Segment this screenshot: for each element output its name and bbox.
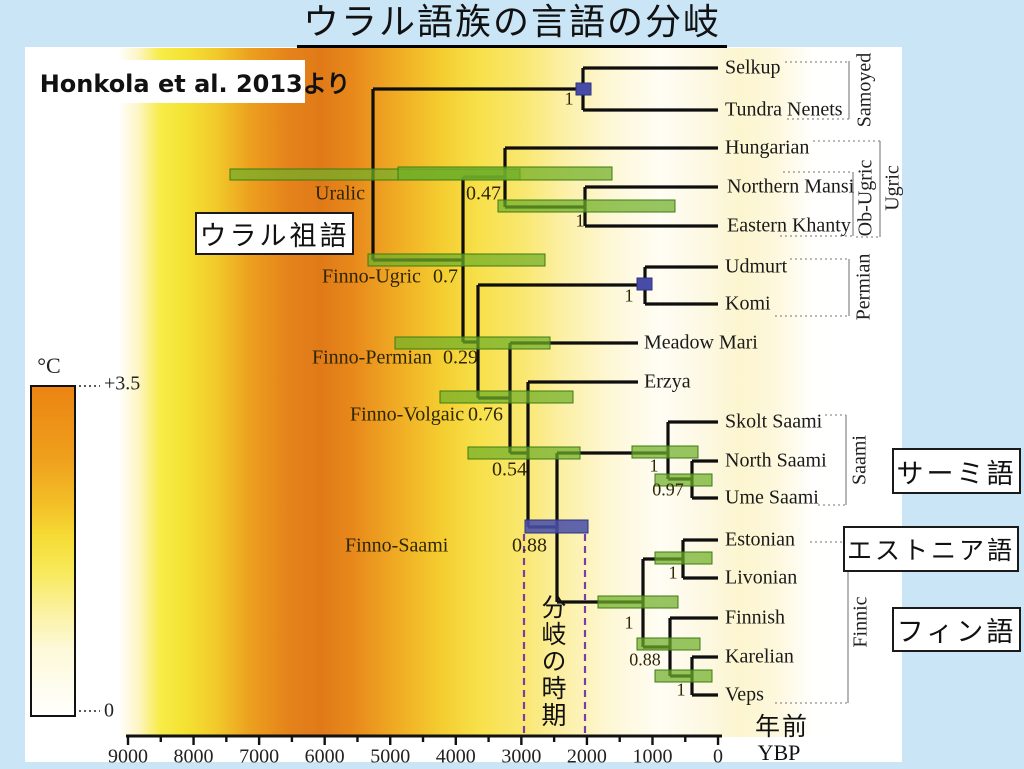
posterior-probability-label: 1 bbox=[564, 88, 574, 109]
node-label: 0.29 bbox=[443, 346, 478, 369]
temperature-colorbar bbox=[30, 385, 76, 717]
leaf-label: Meadow Mari bbox=[644, 331, 758, 354]
node-label: 0.88 bbox=[512, 534, 547, 557]
node-label: Finno-Volgaic bbox=[350, 403, 465, 426]
axis-tick-label: 1000 bbox=[632, 745, 673, 768]
clade-label: Ob-Ugric bbox=[854, 159, 877, 237]
leaf-label: Karelian bbox=[725, 645, 794, 668]
posterior-probability-label: 0.88 bbox=[629, 649, 661, 670]
clade-label: Finnic bbox=[849, 596, 872, 648]
leaf-label: Northern Mansi bbox=[727, 175, 855, 198]
hpd-credibility-bar bbox=[654, 669, 713, 683]
hpd-credibility-bar bbox=[394, 336, 551, 350]
leaf-label: Hungarian bbox=[725, 136, 810, 159]
leaf-label: Skolt Saami bbox=[725, 410, 823, 433]
divergence-period-label: 分岐の時期 bbox=[538, 594, 567, 729]
posterior-probability-label: 1 bbox=[676, 679, 686, 700]
axis-tick-label: 2000 bbox=[566, 745, 607, 768]
axis-tick-label: 5000 bbox=[370, 745, 411, 768]
calibration-node-marker bbox=[575, 82, 592, 96]
estonian-annotation-box: エストニア語 bbox=[843, 526, 1019, 572]
node-label: Finno-Saami bbox=[345, 534, 449, 557]
node-label: 0.7 bbox=[433, 265, 458, 288]
source-credit: Honkola et al. 2013より bbox=[40, 60, 350, 103]
leaf-label: Livonian bbox=[725, 566, 798, 589]
axis-tick-label: 7000 bbox=[239, 745, 280, 768]
leaf-label: Tundra Nenets bbox=[725, 98, 843, 121]
hpd-credibility-bar bbox=[397, 166, 613, 181]
axis-tick-label: 4000 bbox=[435, 745, 476, 768]
leaf-label: Erzya bbox=[644, 370, 691, 393]
leaf-label: Finnish bbox=[725, 606, 786, 629]
posterior-probability-label: 1 bbox=[575, 210, 585, 231]
node-label: 0.54 bbox=[492, 458, 527, 481]
clade-label: Samoyed bbox=[853, 52, 876, 128]
years-before-label: 年前 bbox=[754, 712, 810, 741]
posterior-probability-label: 1 bbox=[624, 612, 634, 633]
node-label: Finno-Ugric bbox=[322, 265, 421, 288]
posterior-probability-label: 0.97 bbox=[652, 479, 684, 500]
leaf-label: Eastern Khanty bbox=[727, 214, 851, 237]
hpd-credibility-bar bbox=[597, 595, 679, 609]
hpd-credibility-bar bbox=[654, 551, 713, 565]
node-label: Finno-Permian bbox=[312, 346, 432, 369]
axis-tick-label: 3000 bbox=[501, 745, 542, 768]
finnic-annotation-box: フィン語 bbox=[892, 607, 1021, 652]
leaf-label: Estonian bbox=[725, 528, 795, 551]
page-title: ウラル語族の言語の分岐 bbox=[296, 3, 727, 48]
posterior-probability-label: 1 bbox=[649, 455, 659, 476]
hpd-credibility-bar bbox=[497, 199, 676, 213]
hpd-credibility-bar bbox=[524, 519, 589, 534]
hpd-credibility-bar bbox=[636, 637, 701, 651]
leaf-label: North Saami bbox=[725, 449, 827, 472]
clade-label: Saami bbox=[848, 435, 871, 485]
posterior-probability-label: 1 bbox=[668, 562, 678, 583]
ybp-axis-label: YBP bbox=[757, 740, 801, 765]
colorbar-min-label: 0 bbox=[104, 699, 114, 722]
leaf-label: Komi bbox=[725, 292, 771, 315]
axis-tick-label: 6000 bbox=[304, 745, 345, 768]
axis-tick-label: 0 bbox=[713, 745, 724, 768]
calibration-node-marker bbox=[636, 277, 653, 291]
node-label: 0.47 bbox=[466, 182, 501, 205]
node-label: 0.76 bbox=[468, 403, 503, 426]
axis-tick-label: 8000 bbox=[173, 745, 214, 768]
hpd-credibility-bar bbox=[467, 446, 581, 460]
hpd-credibility-bar bbox=[367, 253, 546, 267]
saami-annotation-box: サーミ語 bbox=[892, 448, 1021, 494]
proto-uralic-annotation-box: ウラル祖語 bbox=[195, 212, 354, 255]
leaf-label: Veps bbox=[725, 683, 764, 706]
title-bar: ウラル語族の言語の分岐 bbox=[0, 3, 1024, 48]
leaf-label: Ume Saami bbox=[725, 486, 819, 509]
posterior-probability-label: 1 bbox=[624, 285, 634, 306]
colorbar-unit-label: °C bbox=[37, 353, 61, 378]
axis-tick-label: 9000 bbox=[108, 745, 148, 768]
colorbar-max-label: +3.5 bbox=[104, 372, 141, 395]
clade-label: Ugric bbox=[881, 165, 904, 211]
hpd-credibility-bar bbox=[654, 473, 713, 487]
leaf-label: Selkup bbox=[725, 56, 781, 79]
clade-label: Permian bbox=[852, 253, 875, 321]
node-label: Uralic bbox=[315, 182, 365, 205]
hpd-credibility-bar bbox=[631, 445, 699, 459]
hpd-credibility-bar bbox=[439, 390, 574, 404]
leaf-label: Udmurt bbox=[725, 255, 788, 278]
